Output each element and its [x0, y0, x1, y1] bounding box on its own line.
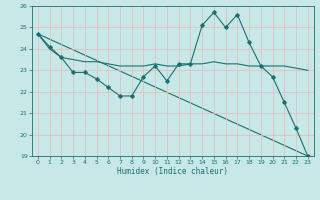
X-axis label: Humidex (Indice chaleur): Humidex (Indice chaleur): [117, 167, 228, 176]
